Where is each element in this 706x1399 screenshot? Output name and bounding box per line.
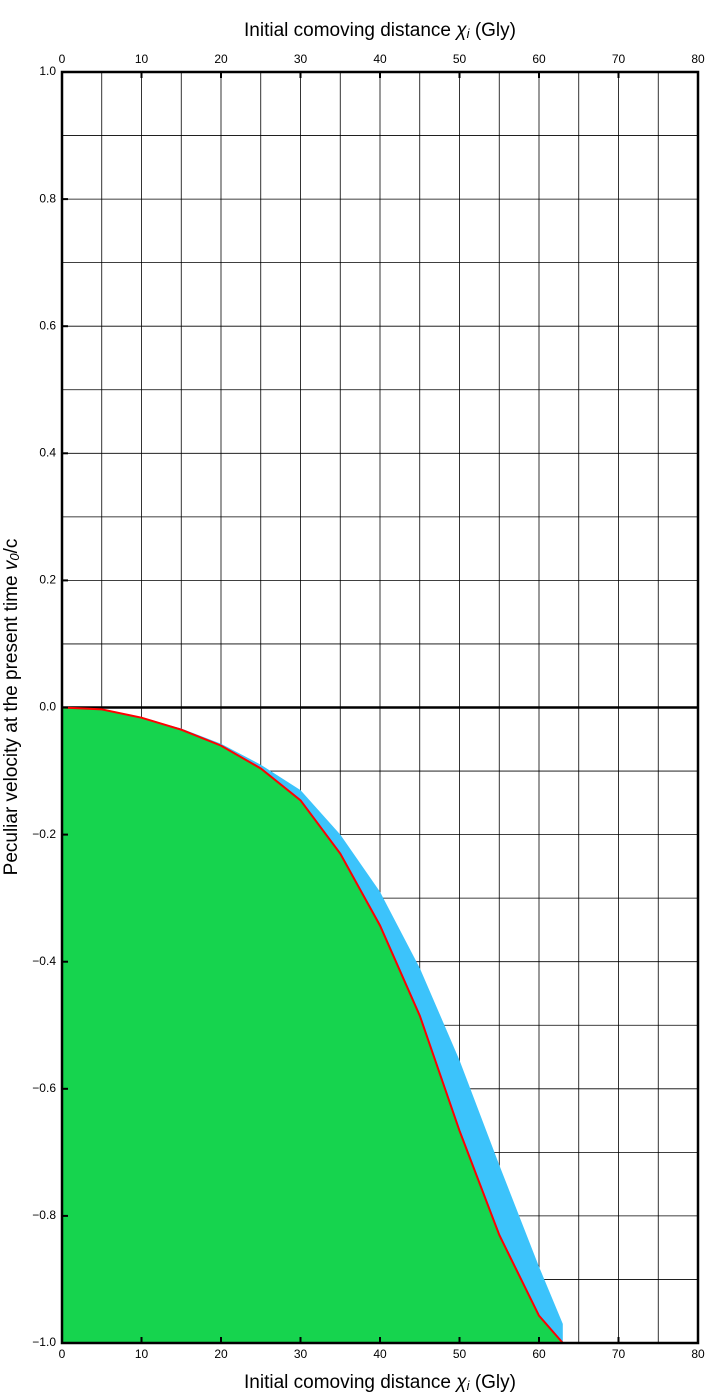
x-tick-label: 30 [294, 1347, 308, 1361]
x-axis-title-top: Initial comoving distance χi (Gly) [244, 20, 516, 41]
plot-frame [60, 70, 700, 1345]
y-axis-title: Peculiar velocity at the present time v0… [1, 539, 22, 876]
label-unit: (Gly) [470, 20, 516, 41]
x-axis-title: Initial comoving distance χi (Gly) [244, 1372, 516, 1393]
y-tick-label: 0.8 [39, 191, 56, 205]
x-tick-label: 10 [135, 1347, 149, 1361]
x-tick-label: 30 [294, 52, 308, 66]
x-tick-label: 60 [532, 52, 546, 66]
label-symbol: χ [454, 1372, 467, 1393]
y-tick-label: −0.2 [32, 827, 56, 841]
curve [61, 706, 564, 1344]
y-tick-label: 0.0 [39, 700, 56, 714]
y-tick-label: −0.8 [32, 1208, 56, 1222]
x-tick-label: 50 [453, 1347, 467, 1361]
label-unit: (Gly) [470, 1372, 516, 1393]
label-text: Initial comoving distance [244, 1372, 456, 1393]
plot-area: 0 0 10 10 20 20 30 30 40 40 50 50 60 60 70 70 80 80 −1.0 −0… [32, 52, 705, 1361]
label-subscript: i [467, 1378, 471, 1393]
x-tick-label: 20 [214, 1347, 228, 1361]
x-tick-label: 0 [59, 52, 66, 66]
filled-area [62, 707, 563, 1343]
label-unit: /c [1, 539, 22, 554]
axes: 0 0 10 10 20 20 30 30 40 40 50 50 60 60 70 70 80 80 −1.0 −0… [32, 52, 705, 1361]
label-text: Initial comoving distance [244, 20, 456, 41]
y-tick-label: 0.2 [39, 573, 56, 587]
y-tick-label: −0.4 [32, 954, 56, 968]
x-tick-label: 70 [612, 52, 626, 66]
y-tick-label: 0.6 [39, 318, 56, 332]
x-tick-label: 80 [691, 1347, 705, 1361]
y-tick-label: −0.6 [32, 1081, 56, 1095]
label-symbol: v [1, 559, 22, 570]
x-tick-label: 40 [373, 1347, 387, 1361]
y-tick-label: 1.0 [39, 64, 56, 78]
x-tick-label: 20 [214, 52, 228, 66]
x-tick-label: 80 [691, 52, 705, 66]
y-tick-label: 0.4 [39, 445, 56, 459]
y-tick-label: −1.0 [32, 1335, 56, 1349]
x-tick-label: 0 [59, 1347, 66, 1361]
x-tick-label: 40 [373, 52, 387, 66]
label-subscript: i [467, 26, 471, 41]
data [61, 706, 564, 1344]
label-subscript: 0 [7, 553, 22, 561]
x-tick-label: 70 [612, 1347, 626, 1361]
label-symbol: χ [454, 20, 467, 41]
x-tick-label: 60 [532, 1347, 546, 1361]
x-tick-label: 50 [453, 52, 467, 66]
x-tick-label: 10 [135, 52, 149, 66]
label-text: Peculiar velocity at the present time [1, 570, 22, 875]
